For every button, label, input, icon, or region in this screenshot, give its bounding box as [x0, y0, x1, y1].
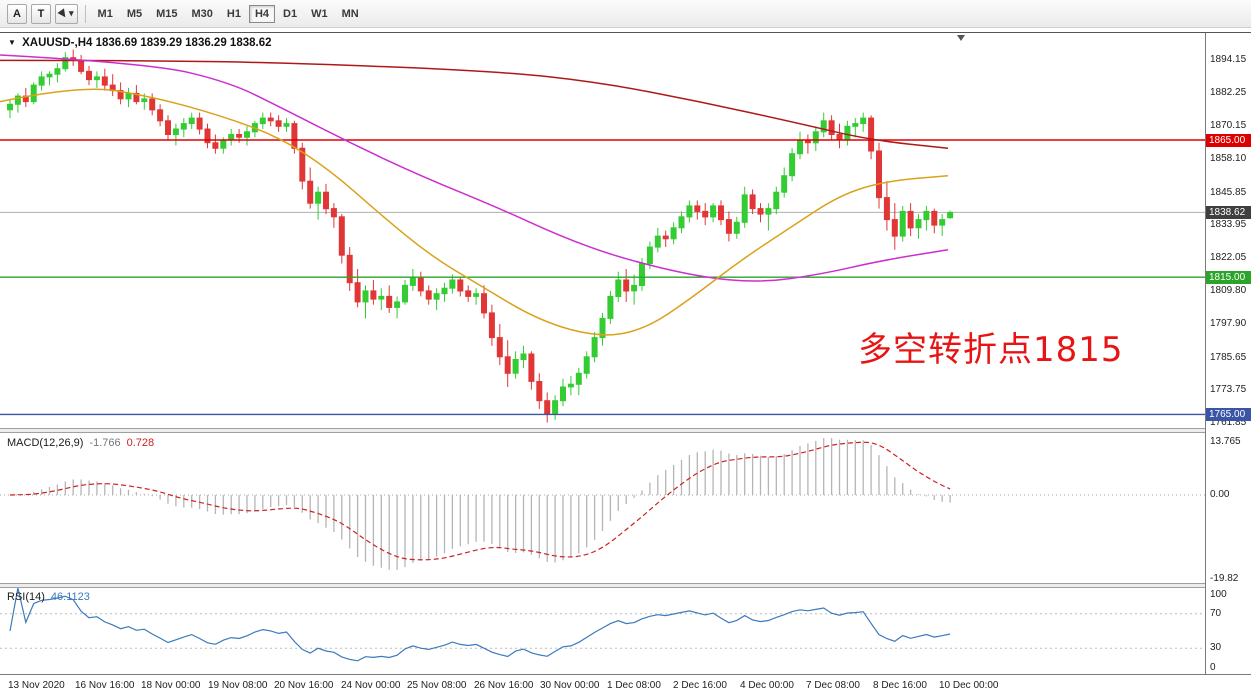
timeframe-button-d1[interactable]: D1 — [277, 5, 303, 23]
time-axis-label: 25 Nov 08:00 — [407, 680, 467, 691]
price-level-tag: 1765.00 — [1206, 408, 1251, 421]
toolbar: A T ▾ M1 M5 M15 M30 H1 H4 D1 W1 MN — [0, 0, 1251, 28]
rsi-name: RSI(14) — [7, 591, 45, 603]
macd-signal-value: 0.728 — [126, 437, 155, 449]
price-axis-label: 1845.85 — [1210, 187, 1247, 198]
price-axis-label: 1797.90 — [1210, 318, 1247, 329]
price-axis-label: 1809.80 — [1210, 285, 1247, 296]
rsi-axis-label: 70 — [1210, 608, 1222, 619]
cursor-dropdown-button[interactable]: ▾ — [55, 3, 78, 24]
chart-shift-marker-icon[interactable] — [957, 35, 965, 41]
price-level-tag: 1865.00 — [1206, 134, 1251, 147]
chart-top-border — [0, 32, 1251, 33]
rsi-window-separator[interactable] — [0, 583, 1251, 588]
chevron-down-icon: ▾ — [69, 8, 74, 18]
rsi-indicator-label: RSI(14) 46.1123 — [7, 591, 90, 603]
toolbar-separator — [84, 4, 86, 23]
macd-axis-label: -19.82 — [1210, 573, 1239, 584]
timeframe-button-m5[interactable]: M5 — [121, 5, 148, 23]
price-axis-label: 1761.85 — [1210, 417, 1247, 428]
price-axis-label: 1773.75 — [1210, 384, 1247, 395]
timeframe-button-mn[interactable]: MN — [336, 5, 365, 23]
time-axis-label: 7 Dec 08:00 — [806, 680, 860, 691]
macd-name: MACD(12,26,9) — [7, 437, 84, 449]
price-axis-label: 1785.65 — [1210, 352, 1247, 363]
price-axis-label: 1894.15 — [1210, 54, 1247, 65]
tool-a-button[interactable]: A — [7, 3, 27, 24]
rsi-value: 46.1123 — [50, 591, 90, 603]
time-axis-label: 26 Nov 16:00 — [474, 680, 534, 691]
current-price-tag: 1838.62 — [1206, 206, 1251, 219]
cursor-icon — [57, 7, 69, 20]
price-axis-label: 1822.05 — [1210, 252, 1247, 263]
timeframe-button-w1[interactable]: W1 — [305, 5, 334, 23]
price-axis-label: 1858.10 — [1210, 153, 1247, 164]
price-axis-label: 1870.15 — [1210, 120, 1247, 131]
rsi-axis-label: 100 — [1210, 589, 1227, 600]
time-axis-label: 10 Dec 00:00 — [939, 680, 999, 691]
price-axis-label: 1833.95 — [1210, 219, 1247, 230]
macd-axis-label: 13.765 — [1210, 436, 1241, 447]
macd-window-separator[interactable] — [0, 428, 1251, 433]
macd-indicator-canvas[interactable] — [0, 433, 1205, 583]
time-axis-label: 8 Dec 16:00 — [873, 680, 927, 691]
symbol-dropdown-icon: ▼ — [8, 38, 16, 47]
rsi-indicator-canvas[interactable] — [0, 588, 1205, 674]
timeframe-button-m15[interactable]: M15 — [150, 5, 183, 23]
time-axis-panel[interactable]: 13 Nov 2020 16 Nov 16:00 18 Nov 00:00 19 No… — [0, 674, 1251, 699]
price-level-tag: 1815.00 — [1206, 271, 1251, 284]
time-axis-label: 2 Dec 16:00 — [673, 680, 727, 691]
chart-symbol-timeframe: XAUUSD-,H4 — [22, 37, 93, 49]
time-axis-label: 24 Nov 00:00 — [341, 680, 401, 691]
time-axis-label: 16 Nov 16:00 — [75, 680, 135, 691]
time-axis-label: 30 Nov 00:00 — [540, 680, 600, 691]
main-chart-canvas[interactable] — [0, 33, 1205, 428]
macd-indicator-label: MACD(12,26,9) -1.766 0.728 — [7, 437, 154, 449]
time-axis-label: 4 Dec 00:00 — [740, 680, 794, 691]
macd-value: -1.766 — [89, 437, 121, 449]
time-axis-label: 20 Nov 16:00 — [274, 680, 334, 691]
macd-axis-label: 0.00 — [1210, 489, 1230, 500]
timeframe-button-m30[interactable]: M30 — [186, 5, 219, 23]
timeframe-group: M1 M5 M15 M30 H1 H4 D1 W1 MN — [91, 4, 366, 23]
time-axis-label: 18 Nov 00:00 — [141, 680, 201, 691]
time-axis-label: 1 Dec 08:00 — [607, 680, 661, 691]
time-axis-label: 13 Nov 2020 — [8, 680, 65, 691]
timeframe-button-m1[interactable]: M1 — [92, 5, 119, 23]
chinese-annotation-text: 多空转折点1815 — [858, 330, 1124, 370]
time-axis-label: 19 Nov 08:00 — [208, 680, 268, 691]
chart-ohlc-values: 1836.69 1839.29 1836.29 1838.62 — [95, 37, 272, 49]
text-tool-button[interactable]: T — [31, 3, 51, 24]
timeframe-button-h4[interactable]: H4 — [248, 4, 276, 23]
rsi-axis-label: 0 — [1210, 662, 1216, 673]
rsi-axis-label: 30 — [1210, 642, 1222, 653]
timeframe-button-h1[interactable]: H1 — [221, 5, 247, 23]
price-axis-label: 1882.25 — [1210, 87, 1247, 98]
chart-title: ▼ XAUUSD-,H4 1836.69 1839.29 1836.29 183… — [8, 37, 272, 49]
